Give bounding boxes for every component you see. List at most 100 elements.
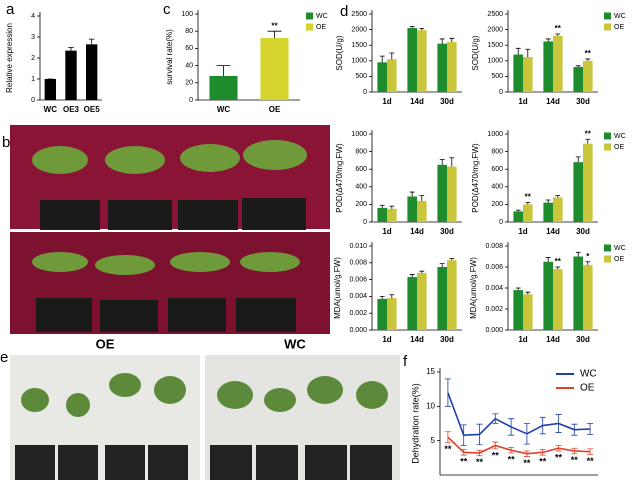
error-bar (555, 414, 562, 433)
error-bar (539, 449, 546, 456)
error-bar (68, 47, 74, 51)
error-bar (545, 38, 551, 42)
error-bar (575, 251, 581, 257)
x-tick-label: 30d (440, 227, 454, 236)
y-axis-label: Relative expression (5, 23, 14, 93)
x-tick-label: WC (217, 105, 231, 114)
y-tick-label: 15 (426, 367, 435, 376)
x-tick-label: 1d (382, 227, 391, 236)
legend-swatch (604, 244, 611, 252)
y-tick-label: 1500 (487, 42, 503, 49)
error-bar (449, 37, 455, 43)
y-tick-label: 0.008 (349, 260, 367, 267)
error-bar (555, 266, 561, 270)
y-tick-label: 0.000 (485, 327, 503, 334)
error-bar (525, 48, 531, 58)
annotation: ** (525, 193, 532, 202)
y-tick-label: 400 (491, 184, 503, 191)
y-tick-label: 600 (491, 166, 503, 173)
y-tick-label: 2500 (487, 11, 503, 18)
y-tick-label: 800 (355, 148, 367, 155)
y-tick-label: 2500 (351, 11, 367, 18)
panel-letter: b (2, 134, 10, 151)
error-bar (587, 448, 594, 455)
y-tick-label: 1000 (487, 131, 503, 138)
error-bar (555, 33, 561, 36)
y-tick-label: 200 (355, 201, 367, 208)
bar (437, 43, 447, 92)
bar (65, 50, 77, 100)
error-bar (444, 378, 451, 407)
x-tick-label: 1d (382, 335, 391, 344)
y-tick-label: 5 (431, 436, 436, 445)
error-bar (571, 447, 578, 455)
x-tick-label: 1d (518, 97, 527, 106)
error-bar (439, 159, 445, 165)
annotation: ** (555, 257, 562, 266)
error-bar (216, 65, 231, 76)
y-tick-label: 0.004 (485, 285, 503, 292)
x-tick-label: OE3 (63, 105, 80, 114)
photo-label: OE (96, 336, 115, 351)
panel-letter: d (340, 3, 348, 20)
error-bar (419, 27, 425, 31)
bar (553, 197, 563, 222)
error-bar (389, 205, 395, 209)
bar (447, 260, 457, 330)
bar (583, 264, 593, 330)
legend-swatch (604, 132, 611, 140)
x-tick-label: 14d (410, 97, 424, 106)
legend-label: WC (316, 13, 328, 20)
y-axis-label: SOD(U/g) (335, 35, 344, 70)
bar (387, 59, 397, 92)
annotation: ** (492, 450, 500, 460)
y-axis-label: Dehydration rate(%) (410, 383, 420, 464)
error-bar (539, 416, 546, 435)
y-tick-label: 500 (491, 73, 503, 80)
bar (573, 67, 583, 92)
annotation: ** (523, 458, 531, 468)
annotation: ** (555, 24, 562, 33)
x-tick-label: OE5 (84, 105, 101, 114)
y-tick-label: 0 (363, 89, 367, 96)
annotation: ** (271, 21, 278, 30)
bar (437, 267, 447, 330)
photo-e (10, 355, 400, 480)
y-tick-label: 0.008 (485, 243, 503, 250)
error-bar (439, 263, 445, 267)
annotation: ** (444, 444, 452, 454)
annotation: ** (587, 456, 595, 466)
photo-label: WC (284, 336, 306, 351)
error-bar (409, 274, 415, 278)
legend-swatch (604, 255, 611, 263)
error-bar (389, 52, 395, 60)
legend-swatch (604, 23, 611, 31)
error-bar (515, 209, 521, 212)
annotation: * (586, 252, 590, 261)
y-tick-label: 4 (31, 13, 35, 20)
bar (260, 38, 289, 100)
error-bar (88, 38, 95, 45)
x-tick-label: 14d (546, 335, 560, 344)
y-tick-label: 500 (355, 73, 367, 80)
bar (417, 30, 427, 92)
x-tick-label: 30d (440, 335, 454, 344)
y-axis-label: POD(Δ470/mg.FW) (471, 143, 480, 213)
error-bar (379, 204, 385, 208)
y-tick-label: 0 (499, 89, 503, 96)
bar (553, 269, 563, 330)
legend-label: OE (580, 383, 595, 394)
error-bar (460, 449, 467, 456)
legend-swatch (604, 143, 611, 151)
bar (387, 298, 397, 330)
x-tick-label: 1d (382, 97, 391, 106)
y-tick-label: 20 (185, 80, 193, 87)
y-tick-label: 1 (31, 76, 35, 83)
bar (377, 207, 387, 222)
bar (543, 261, 553, 330)
bar (407, 196, 417, 222)
error-bar (515, 47, 521, 55)
error-bar (545, 199, 551, 203)
photo-b (10, 125, 330, 334)
